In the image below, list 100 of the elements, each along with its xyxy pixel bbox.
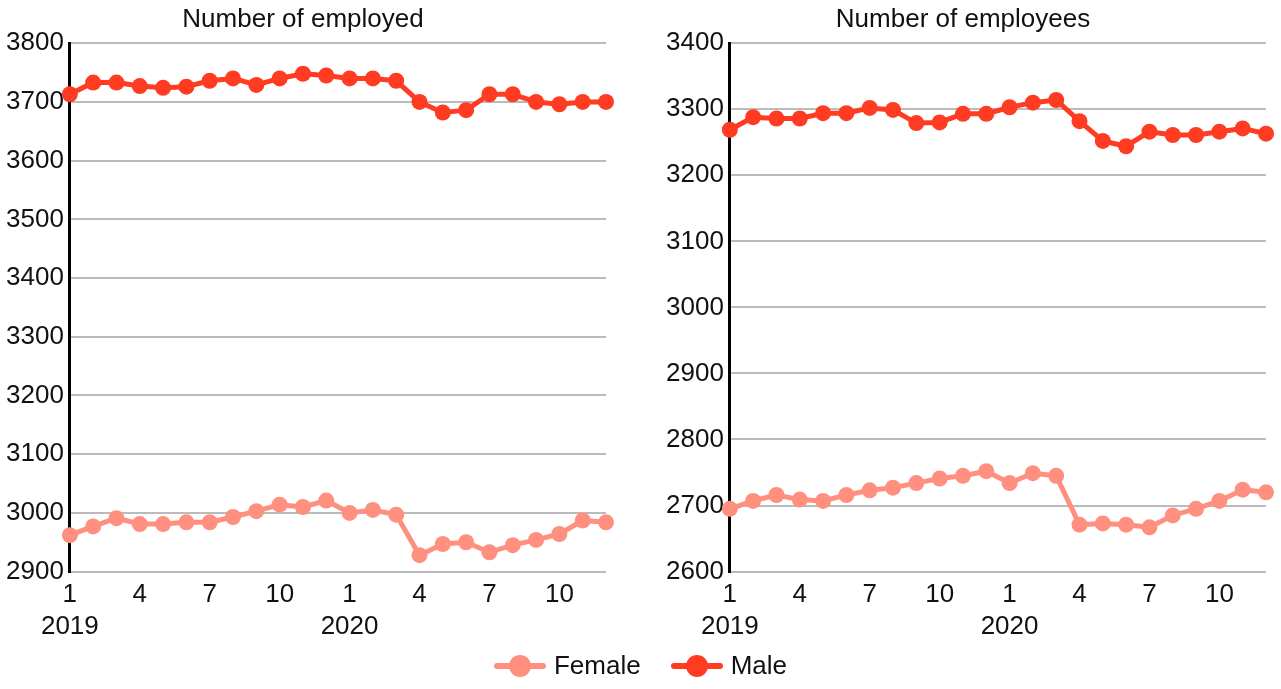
x-tick-label: 10 (265, 578, 295, 609)
point (931, 470, 948, 487)
point (1141, 123, 1158, 140)
point (388, 72, 405, 89)
y-tick-label: 3500 (6, 202, 64, 233)
x-tick-label: 7 (1142, 578, 1157, 609)
point (885, 101, 902, 118)
point (248, 76, 265, 93)
legend-label: Female (553, 650, 641, 681)
point (481, 544, 498, 561)
x-tick-label: 4 (1072, 578, 1087, 609)
point (1258, 484, 1274, 501)
point (108, 510, 125, 527)
point (1211, 123, 1228, 140)
point (1071, 113, 1088, 130)
y-tick-label: 3300 (6, 319, 64, 350)
point (225, 509, 242, 525)
point (1188, 500, 1205, 517)
point (1001, 475, 1018, 492)
x-tick-label: 10 (1204, 578, 1234, 609)
point (504, 537, 521, 554)
point (551, 96, 568, 113)
point (838, 486, 855, 503)
point (108, 74, 125, 91)
point (131, 78, 148, 95)
point (388, 506, 405, 523)
point (978, 105, 995, 122)
point (838, 105, 855, 122)
point (1094, 515, 1111, 532)
x-tick-label: 4 (792, 578, 808, 609)
point (1234, 481, 1251, 498)
point (318, 492, 335, 509)
point (85, 74, 102, 91)
point (1258, 125, 1274, 142)
y-tick-label: 3100 (6, 437, 64, 468)
point (1094, 132, 1111, 149)
y-tick-label: 3000 (666, 290, 724, 321)
point (768, 486, 785, 503)
point (815, 105, 832, 122)
point (155, 79, 172, 96)
point (225, 70, 242, 87)
point (954, 105, 971, 122)
x-tick-label: 1 2020 (320, 578, 379, 640)
point (1024, 94, 1041, 111)
point (61, 86, 78, 103)
point (1141, 519, 1158, 536)
point (861, 99, 878, 116)
point (248, 503, 265, 520)
point (1118, 516, 1135, 533)
point (721, 121, 738, 138)
point (1164, 127, 1181, 144)
point (458, 534, 475, 551)
y-tick-label: 3000 (6, 496, 64, 527)
point (791, 110, 808, 127)
legend-label: Male (730, 650, 788, 681)
point (178, 78, 195, 95)
point (861, 482, 878, 499)
y-tick-label: 3600 (6, 143, 64, 174)
point (1188, 127, 1205, 144)
point (411, 547, 428, 564)
chart-title: Number of employees (835, 2, 1091, 33)
point (1048, 467, 1065, 484)
point (61, 527, 78, 544)
x-tick-label: 10 (925, 578, 955, 609)
y-tick-label: 3200 (666, 158, 724, 189)
point (271, 496, 288, 513)
point (598, 514, 614, 531)
point (178, 514, 195, 531)
y-tick-label: 2900 (666, 356, 724, 387)
y-tick-label: 3800 (6, 26, 64, 57)
y-tick-label: 3400 (666, 26, 724, 57)
point (341, 504, 358, 521)
y-tick-label: 2800 (666, 422, 724, 453)
point (318, 67, 335, 84)
point (908, 475, 925, 492)
x-tick-label: 10 (544, 578, 574, 609)
point (411, 93, 428, 110)
y-tick-label: 3300 (666, 92, 724, 123)
point (745, 109, 762, 126)
point (434, 536, 451, 553)
point (528, 531, 545, 548)
point (528, 93, 545, 110)
point (551, 526, 568, 543)
x-tick-label: 7 (482, 578, 497, 609)
point (155, 516, 172, 533)
y-tick-label: 3400 (6, 261, 64, 292)
point (1071, 516, 1088, 533)
chart-title: Number of employed (182, 2, 424, 33)
point (574, 512, 591, 529)
point (364, 501, 381, 518)
point (341, 70, 358, 87)
point (1234, 120, 1251, 137)
point (574, 93, 591, 110)
point (721, 500, 738, 517)
point (815, 492, 832, 509)
point (504, 86, 521, 103)
point (908, 115, 925, 132)
point (201, 514, 218, 531)
y-tick-label: 3100 (666, 224, 724, 255)
point (768, 110, 785, 127)
